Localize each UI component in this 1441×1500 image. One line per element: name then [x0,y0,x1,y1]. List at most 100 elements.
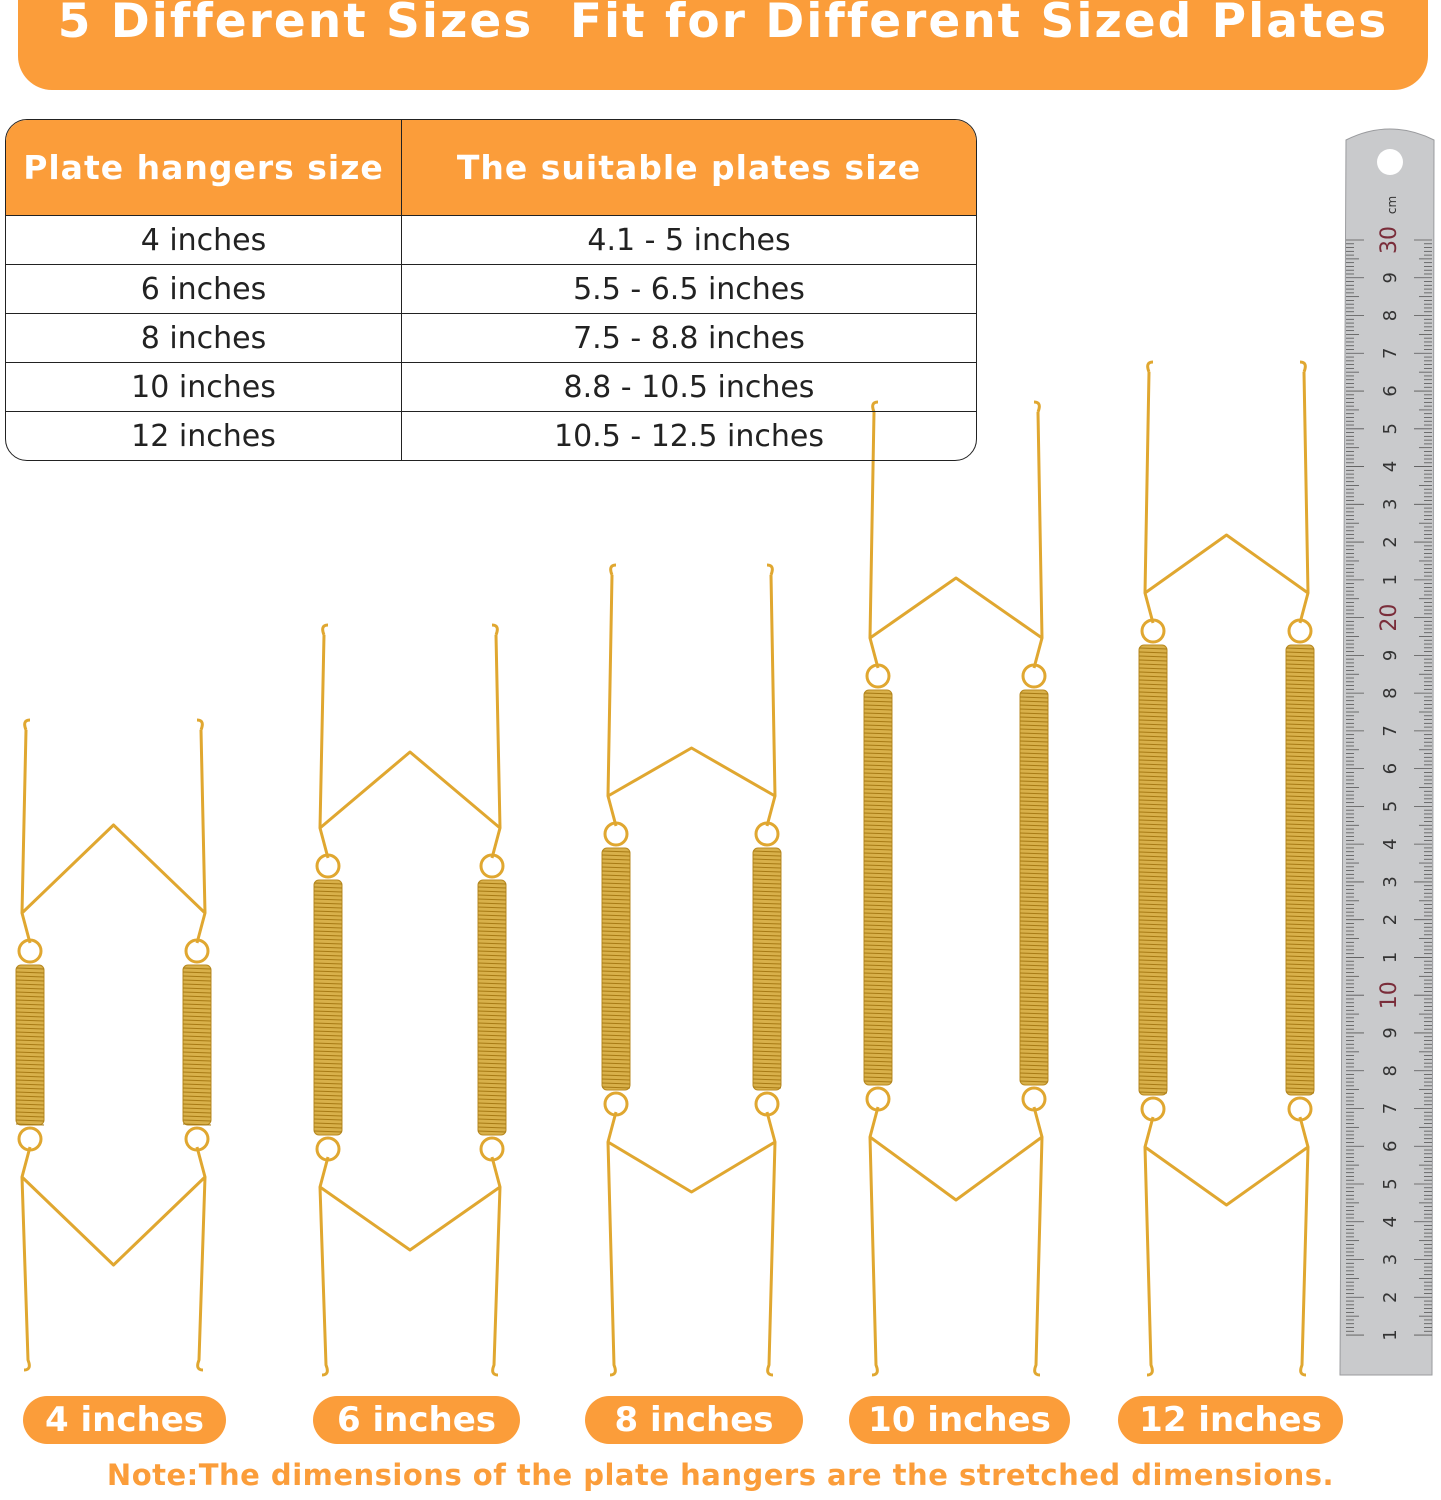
spring-coil [1285,839,1315,842]
spring-coil [752,878,782,881]
spring-coil [1138,907,1168,910]
spring-coil [477,1130,507,1133]
spring-coil [15,1103,45,1106]
spring-coil [477,1074,507,1077]
title-banner: 5 Different Sizes Fit for Different Size… [18,0,1428,90]
spring-coil [15,987,45,990]
spring-coil [1138,879,1168,882]
spring-coil [1019,988,1049,991]
spring-coil [752,906,782,909]
spring-coil [863,1004,893,1007]
spring-coil [601,978,631,981]
hanger-size-cell: 10 inches [6,363,402,412]
spring-coil [863,776,893,779]
spring-coil [601,982,631,985]
spring-coil [1285,1019,1315,1022]
spring-coil [1285,851,1315,854]
ruler-label: 8 [1380,687,1401,698]
spring-coil [477,1078,507,1081]
spring-coil [863,880,893,883]
spring-coil [313,1114,343,1117]
spring-coil [313,1110,343,1113]
spring-coil [1138,747,1168,750]
spring-coil [182,1019,212,1022]
spring-coil [182,1071,212,1074]
spring-coil [182,1003,212,1006]
spring-coil [1019,972,1049,975]
spring-coil [15,1063,45,1066]
spring-coil [477,998,507,1001]
spring-coil [182,999,212,1002]
spring-coil [752,930,782,933]
size-label-12: 12 inches [1118,1396,1343,1444]
spring-coil [1019,876,1049,879]
spring-coil [1019,772,1049,775]
spring-coil [1019,864,1049,867]
spring-coil [477,1018,507,1021]
spring-coil [1138,1035,1168,1038]
ruler-label: 4 [1380,1216,1401,1227]
spring-coil [863,936,893,939]
spring-coil [1019,936,1049,939]
spring-coil [1285,743,1315,746]
ruler-label: 9 [1380,1027,1401,1038]
spring-coil [863,792,893,795]
spring-coil [601,950,631,953]
spring-coil [1019,892,1049,895]
spring-coil [1285,911,1315,914]
spring-coil [182,1027,212,1030]
spring-coil [1285,987,1315,990]
spring-coil [477,898,507,901]
spring-coil [1019,884,1049,887]
spring-coil [601,1066,631,1069]
hanger-size-cell: 4 inches [6,216,402,265]
spring-coil [601,862,631,865]
spring-coil [1138,739,1168,742]
ring [1140,618,1166,644]
spring-coil [182,1063,212,1066]
spring-coil [863,1040,893,1043]
ruler-label: 4 [1380,461,1401,472]
spring-coil [863,960,893,963]
spring-coil [1019,1052,1049,1055]
spring-coil [1138,859,1168,862]
spring-coil [15,983,45,986]
spring-coil [1285,1039,1315,1042]
spring-coil [1138,863,1168,866]
spring-coil [863,732,893,735]
spring-coil [182,1031,212,1034]
spring-coil [1138,807,1168,810]
steel-ruler: 30 9 8 7 6 5 4 3 2 1 20 9 8 7 6 5 4 3 2 1 10 9 8 7 6 5 4 3 2 1 cm [1339,128,1435,1376]
spring-coil [1019,724,1049,727]
spring-coil [477,970,507,973]
spring-coil [1019,720,1049,723]
spring-coil [863,908,893,911]
spring-coil [1138,819,1168,822]
spring-coil [1019,860,1049,863]
spring-coil [1285,959,1315,962]
spring-coil [313,922,343,925]
spring-coil [15,1119,45,1122]
spring-coil [601,850,631,853]
spring-coil [1138,735,1168,738]
spring-coil [752,914,782,917]
plate-hanger [601,563,782,1377]
spring-coil [313,1062,343,1065]
spring-coil [1138,887,1168,890]
spring-coil [863,1020,893,1023]
spring-coil [182,1067,212,1070]
spring-coil [863,1056,893,1059]
spring-coil [752,1030,782,1033]
spring-coil [182,1055,212,1058]
header-hanger-size: Plate hangers size [6,120,402,216]
ring [1140,1096,1166,1122]
spring-coil [1019,840,1049,843]
spring-coil [601,934,631,937]
spring-coil [313,1026,343,1029]
spring-coil [1019,868,1049,871]
spring-coil [1138,783,1168,786]
plate-hanger [313,623,507,1377]
spring-coil [1138,811,1168,814]
spring-coil [1138,787,1168,790]
